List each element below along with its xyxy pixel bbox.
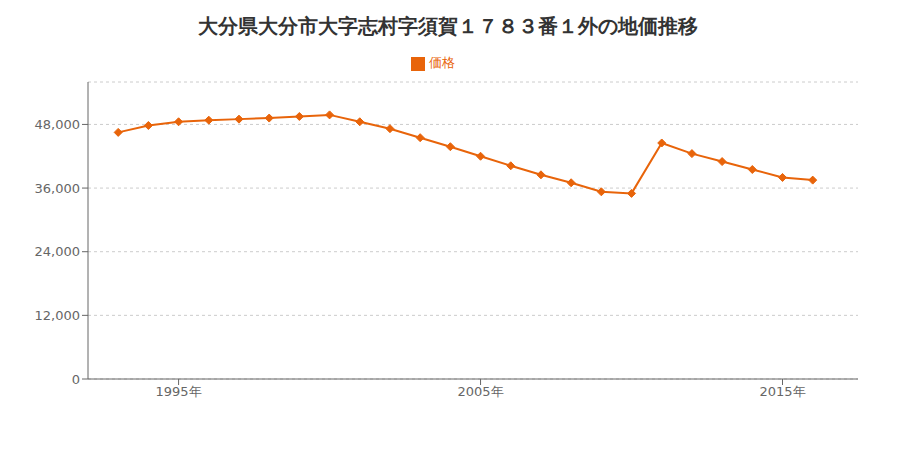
svg-text:48,000: 48,000: [35, 117, 81, 132]
svg-text:2005年: 2005年: [458, 384, 504, 399]
html-text:価格: 価格: [429, 55, 455, 70]
svg-text:2015年: 2015年: [759, 384, 805, 399]
html-text:大分県大分市大字志村字須賀１７８３番１外の地価推移: 大分県大分市大字志村字須賀１７８３番１外の地価推移: [198, 14, 698, 38]
svg-text:12,000: 12,000: [35, 308, 81, 323]
svg-text:1995年: 1995年: [156, 384, 202, 399]
svg-text:24,000: 24,000: [35, 244, 81, 259]
svg-text:36,000: 36,000: [35, 181, 81, 196]
svg-text:0: 0: [72, 372, 80, 387]
